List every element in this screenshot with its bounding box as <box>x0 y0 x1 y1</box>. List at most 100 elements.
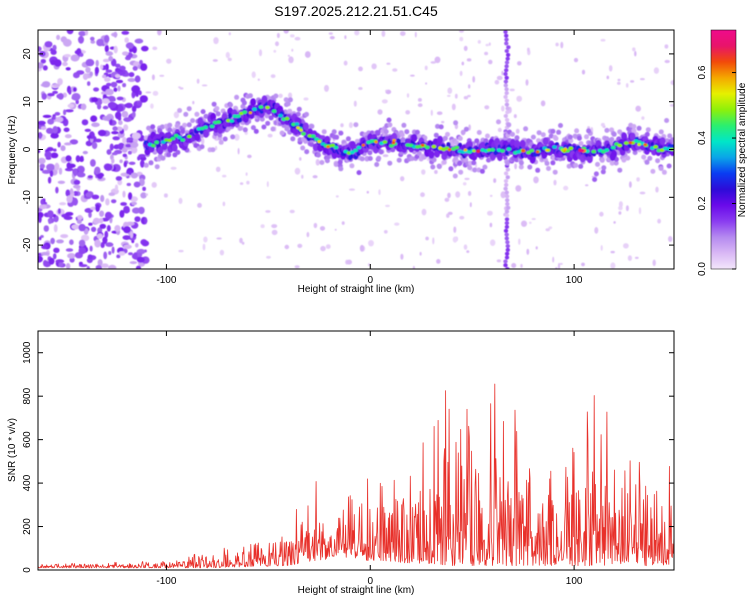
heatmap-cell <box>215 111 221 117</box>
heatmap-cell <box>44 151 52 159</box>
heatmap-cell <box>283 30 289 34</box>
heatmap-cell <box>138 206 145 215</box>
heatmap-cell <box>105 69 113 73</box>
heatmap-cell <box>91 226 97 232</box>
heatmap-cell <box>268 115 274 121</box>
heatmap-cell <box>428 150 435 159</box>
heatmap-cell <box>585 184 589 187</box>
heatmap-cell <box>40 59 46 64</box>
heatmap-cell <box>476 149 481 153</box>
heatmap-cell <box>91 194 100 200</box>
heatmap-cell <box>273 49 277 53</box>
heatmap-cell <box>137 156 141 161</box>
heatmap-cell <box>86 135 92 139</box>
heatmap-cell <box>56 34 61 41</box>
heatmap-cell <box>592 177 598 182</box>
heatmap-cell <box>239 182 244 185</box>
x-tick-label: -100 <box>156 576 176 587</box>
heatmap-cell <box>343 60 348 66</box>
heatmap-cell <box>65 189 71 197</box>
heatmap-cell <box>66 30 74 35</box>
heatmap-cell <box>632 47 636 52</box>
heatmap-cell <box>454 145 460 150</box>
heatmap-cell <box>315 152 321 158</box>
heatmap-cell <box>46 163 55 171</box>
heatmap-cell <box>503 228 509 233</box>
heatmap-cell <box>447 148 452 152</box>
heatmap-cell <box>50 59 56 66</box>
heatmap-cell <box>154 140 160 145</box>
heatmap-cell <box>467 191 472 196</box>
heatmap-cell <box>333 162 339 167</box>
heatmap-cell <box>504 221 510 226</box>
heatmap-cell <box>116 96 124 101</box>
heatmap-cell <box>505 56 510 61</box>
heatmap-cell <box>359 156 365 162</box>
heatmap-cell <box>446 213 450 218</box>
heatmap-cell <box>442 135 448 141</box>
heatmap-cell <box>242 110 248 114</box>
heatmap-cell <box>52 83 61 88</box>
heatmap-cell <box>166 58 172 64</box>
heatmap-cell <box>123 161 128 168</box>
heatmap-cell <box>128 252 133 256</box>
heatmap-cell <box>505 198 510 203</box>
heatmap-cell <box>503 156 508 161</box>
heatmap-cell <box>505 202 510 206</box>
heatmap-cell <box>354 30 360 36</box>
heatmap-cell <box>136 256 145 263</box>
heatmap-cell <box>337 159 343 165</box>
heatmap-cell <box>96 38 105 47</box>
heatmap-cell <box>140 192 147 199</box>
heatmap-cell <box>504 182 509 187</box>
heatmap-cell <box>430 164 436 170</box>
heatmap-cell <box>79 155 84 161</box>
heatmap-cell <box>48 257 55 265</box>
heatmap-cell <box>121 30 130 35</box>
heatmap-cell <box>396 138 401 144</box>
heatmap-cell <box>504 190 509 195</box>
heatmap-cell <box>72 87 77 92</box>
heatmap-cell <box>506 122 512 128</box>
heatmap-cell <box>321 129 327 135</box>
heatmap-cell <box>410 74 415 77</box>
heatmap-cell <box>91 122 100 128</box>
heatmap-cell <box>216 120 222 124</box>
heatmap-cell <box>167 127 173 133</box>
heatmap-cell <box>356 145 362 150</box>
heatmap-cell <box>230 134 236 140</box>
heatmap-cell <box>194 111 200 117</box>
y-tick-label: 1000 <box>22 341 33 364</box>
heatmap-cell <box>552 169 558 175</box>
heatmap-cell <box>563 185 569 191</box>
heatmap-cell <box>78 35 84 44</box>
heatmap-cell <box>145 91 152 94</box>
heatmap-cell <box>152 90 159 96</box>
heatmap-cell <box>367 150 373 156</box>
heatmap-cell <box>324 84 329 92</box>
heatmap-cell <box>100 64 104 70</box>
heatmap-cell <box>445 131 450 137</box>
heatmap-cell <box>97 259 103 267</box>
heatmap-cell <box>109 143 114 151</box>
heatmap-cell <box>513 114 517 119</box>
heatmap-cell <box>437 135 443 144</box>
heatmap-cell <box>444 197 450 202</box>
heatmap-cell <box>123 205 130 214</box>
heatmap-cell <box>493 178 497 183</box>
heatmap-cell <box>504 236 509 241</box>
heatmap-cell <box>476 130 482 135</box>
heatmap-cell <box>441 120 445 124</box>
heatmap-cell <box>267 133 273 138</box>
heatmap-cell <box>306 231 310 238</box>
heatmap-cell <box>385 204 390 208</box>
heatmap-cell <box>503 259 508 264</box>
heatmap-cell <box>504 194 510 199</box>
heatmap-cell <box>610 250 615 254</box>
heatmap-cell <box>303 138 309 144</box>
heatmap-cell <box>134 216 141 223</box>
y-tick-label: 400 <box>22 474 33 491</box>
heatmap-cell <box>468 124 471 131</box>
heatmap-cell <box>111 199 117 204</box>
heatmap-cell <box>503 263 508 268</box>
